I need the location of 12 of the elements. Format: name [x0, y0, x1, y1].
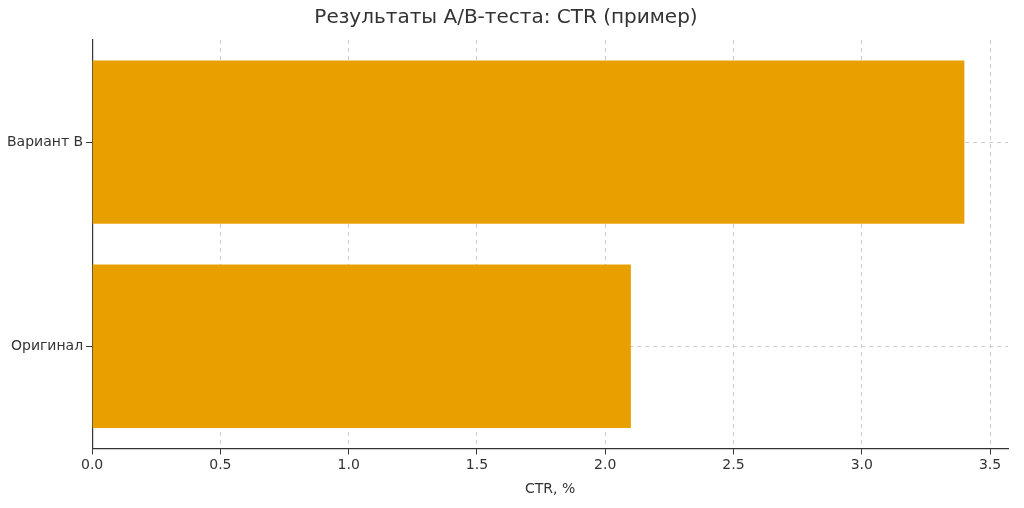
- x-tick-label: 2.0: [594, 456, 617, 473]
- x-tick-label: 3.5: [978, 456, 1002, 473]
- x-tick-label: 2.5: [722, 456, 745, 473]
- y-tick-label: Оригинал: [10, 336, 84, 353]
- x-tick-label: 0.0: [80, 456, 104, 473]
- chart-title: Результаты A/B-теста: CTR (пример): [314, 4, 698, 29]
- x-tick-label: 1.5: [465, 456, 489, 473]
- x-axis-title: CTR, %: [524, 480, 576, 497]
- x-tick-label: 3.0: [850, 456, 873, 473]
- x-tick-label: 0.5: [209, 456, 232, 473]
- x-tick-label: 1.0: [337, 456, 360, 473]
- y-tick-label: Вариант B: [6, 132, 84, 149]
